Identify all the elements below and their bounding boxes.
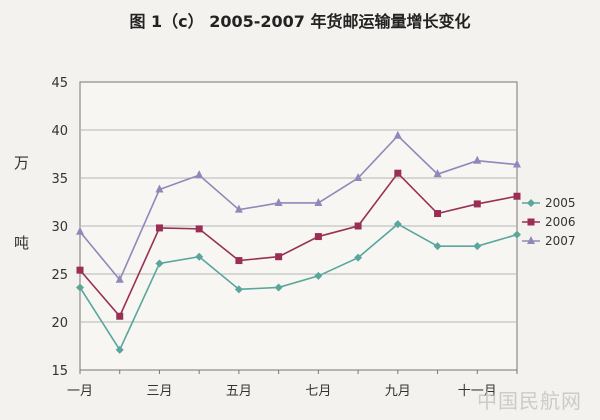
data-point-2007 xyxy=(234,204,243,213)
y-tick-label: 35 xyxy=(51,172,68,187)
data-point-2006 xyxy=(76,266,84,274)
data-point-2006 xyxy=(473,200,481,208)
x-tick-label: 五月 xyxy=(226,384,252,399)
y-tick-label: 20 xyxy=(51,316,68,331)
data-point-2005 xyxy=(393,220,402,229)
x-tick-label: 一月 xyxy=(67,384,93,399)
data-point-2007 xyxy=(76,226,84,235)
data-point-2005 xyxy=(433,242,442,251)
data-point-2007 xyxy=(513,159,521,168)
data-point-2007 xyxy=(115,274,124,283)
legend-marker-2006 xyxy=(527,218,535,226)
data-point-2007 xyxy=(354,173,363,181)
data-point-2005 xyxy=(115,345,124,354)
legend-entry-2007: 2007 xyxy=(545,234,576,248)
data-point-2007 xyxy=(393,130,402,139)
legend-marker-2005 xyxy=(527,199,535,207)
data-point-2006 xyxy=(513,192,521,200)
data-point-2006 xyxy=(434,210,442,218)
y-tick-label: 40 xyxy=(51,124,68,139)
series-line-2005 xyxy=(79,223,518,352)
x-tick-label: 七月 xyxy=(305,384,331,399)
y-tick-label: 45 xyxy=(51,76,68,91)
data-point-2006 xyxy=(155,224,163,232)
data-point-2006 xyxy=(235,257,243,265)
series-line-2006 xyxy=(79,171,518,318)
data-point-2007 xyxy=(155,184,164,193)
legend-entry-2006: 2006 xyxy=(545,215,576,229)
data-point-2006 xyxy=(116,312,124,320)
data-point-2005 xyxy=(354,253,363,262)
legend-marker-2007 xyxy=(527,236,535,244)
data-point-2006 xyxy=(275,253,283,261)
data-point-2005 xyxy=(155,259,164,268)
y-tick-label: 15 xyxy=(51,364,68,379)
data-point-2005 xyxy=(195,252,204,261)
y-axis-label-wan: 万 xyxy=(14,154,30,172)
data-point-2006 xyxy=(195,225,203,233)
chart-title: 图 1（c） 2005-2007 年货邮运输量增长变化 xyxy=(129,12,471,31)
y-tick-label: 30 xyxy=(51,220,68,235)
data-point-2007 xyxy=(314,197,323,206)
legend-entry-2005: 2005 xyxy=(545,196,576,210)
data-point-2005 xyxy=(513,230,521,239)
data-point-2005 xyxy=(314,271,323,280)
series-line-2007 xyxy=(79,134,518,282)
data-point-2005 xyxy=(274,283,283,292)
data-point-2005 xyxy=(76,283,84,292)
x-tick-label: 十一月 xyxy=(458,384,497,399)
data-point-2006 xyxy=(314,233,322,241)
y-tick-label: 25 xyxy=(51,268,68,283)
watermark-logo: 中国民航网 xyxy=(477,389,582,413)
x-tick-label: 九月 xyxy=(385,384,411,399)
data-point-2007 xyxy=(473,155,482,164)
y-axis-label-dun: 吨 xyxy=(14,234,30,252)
data-point-2005 xyxy=(234,285,243,294)
data-point-2007 xyxy=(433,169,442,178)
data-point-2006 xyxy=(394,169,402,177)
data-point-2007 xyxy=(195,170,204,179)
data-point-2005 xyxy=(473,242,482,251)
x-tick-label: 三月 xyxy=(146,384,172,399)
data-point-2007 xyxy=(274,197,283,206)
data-point-2006 xyxy=(354,222,362,230)
